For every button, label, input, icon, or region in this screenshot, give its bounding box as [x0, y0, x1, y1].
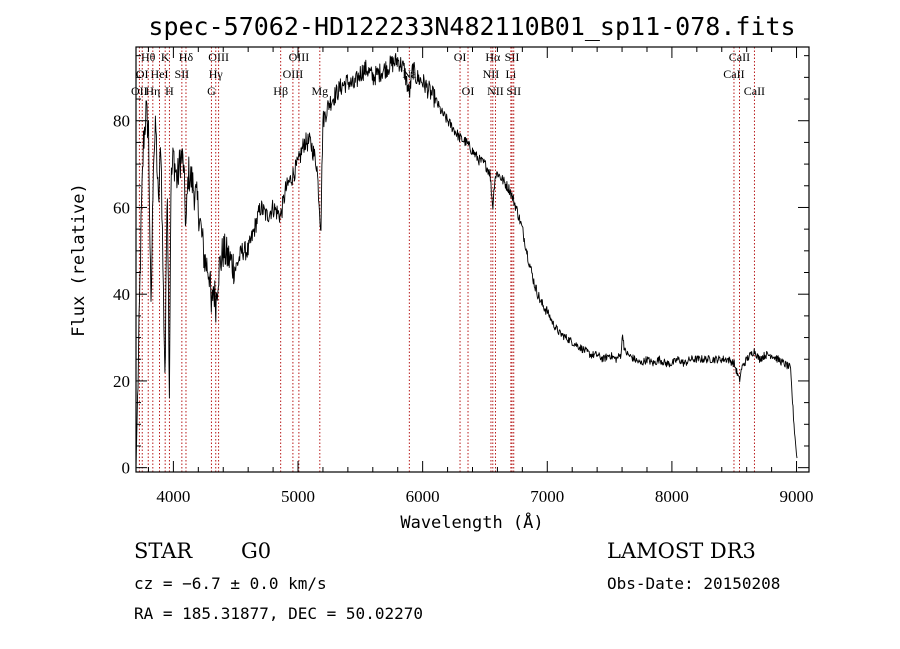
y-tick-label-1: 20 — [113, 372, 130, 391]
line-marker-label-12: Hβ — [273, 84, 288, 98]
line-marker-label-11: G — [207, 84, 216, 98]
redshift-readout: cz = −6.7 ± 0.0 km/s — [134, 574, 327, 593]
x-axis-label: Wavelength (Å) — [400, 511, 543, 533]
x-tick-label-0: 4000 — [156, 487, 190, 506]
obs-date: Obs-Date: 20150208 — [607, 574, 780, 593]
y-tick-label-0: 0 — [122, 459, 131, 478]
line-marker-label-19: Hα — [485, 50, 501, 64]
line-marker-label-10: Hγ — [209, 67, 224, 81]
line-marker-label-22: SII — [505, 50, 520, 64]
line-marker-label-21: NII — [487, 84, 504, 98]
line-marker-label-9: OIII — [208, 50, 229, 64]
chart-title: spec-57062-HD122233N482110B01_sp11-078.f… — [148, 12, 795, 41]
line-marker-label-1: OI — [136, 67, 149, 81]
y-tick-label-2: 40 — [113, 285, 130, 304]
x-tick-label-4: 8000 — [655, 487, 689, 506]
plot-frame — [135, 46, 810, 473]
line-marker-label-26: CaII — [723, 67, 744, 81]
y-tick-label-3: 60 — [113, 198, 130, 217]
line-marker-label-6: H — [165, 84, 174, 98]
x-tick-label-2: 6000 — [406, 487, 440, 506]
flux-series-line — [135, 52, 798, 468]
x-tick-label-1: 5000 — [281, 487, 315, 506]
line-marker-label-24: SII — [506, 84, 521, 98]
line-marker-label-14: OIII — [283, 67, 304, 81]
coordinates: RA = 185.31877, DEC = 50.02270 — [134, 604, 423, 623]
line-marker-label-5: Hη — [145, 84, 160, 98]
x-tick-label-3: 7000 — [530, 487, 564, 506]
spectral-subclass: G0 — [241, 539, 271, 563]
line-marker-label-2: OII — [131, 84, 148, 98]
line-marker-label-27: CaII — [744, 84, 765, 98]
line-marker-label-25: CaII — [729, 50, 750, 64]
line-marker-label-8: Hδ — [179, 50, 194, 64]
line-marker-label-7: SII — [175, 67, 190, 81]
line-marker-label-0: Hθ — [141, 50, 156, 64]
line-marker-label-13: OIII — [289, 50, 310, 64]
line-marker-label-15: Mg — [311, 84, 328, 98]
line-marker-label-3: K — [161, 50, 170, 64]
line-marker-label-23: Li — [506, 67, 517, 81]
line-marker-label-18: OI — [462, 84, 475, 98]
line-marker-label-17: OI — [454, 50, 467, 64]
series-layer — [135, 52, 798, 468]
line-marker-label-4: HeI — [151, 67, 169, 81]
line-marker-label-20: NII — [483, 67, 500, 81]
x-tick-label-5: 9000 — [780, 487, 814, 506]
tick-layer: 4000 5000 6000 7000 8000 9000 0 20 40 60 80 — [113, 47, 814, 506]
y-axis-label: Flux (relative) — [69, 183, 89, 337]
survey-label: LAMOST DR3 — [607, 539, 756, 563]
object-class: STAR — [134, 539, 193, 563]
y-tick-label-4: 80 — [113, 112, 130, 131]
